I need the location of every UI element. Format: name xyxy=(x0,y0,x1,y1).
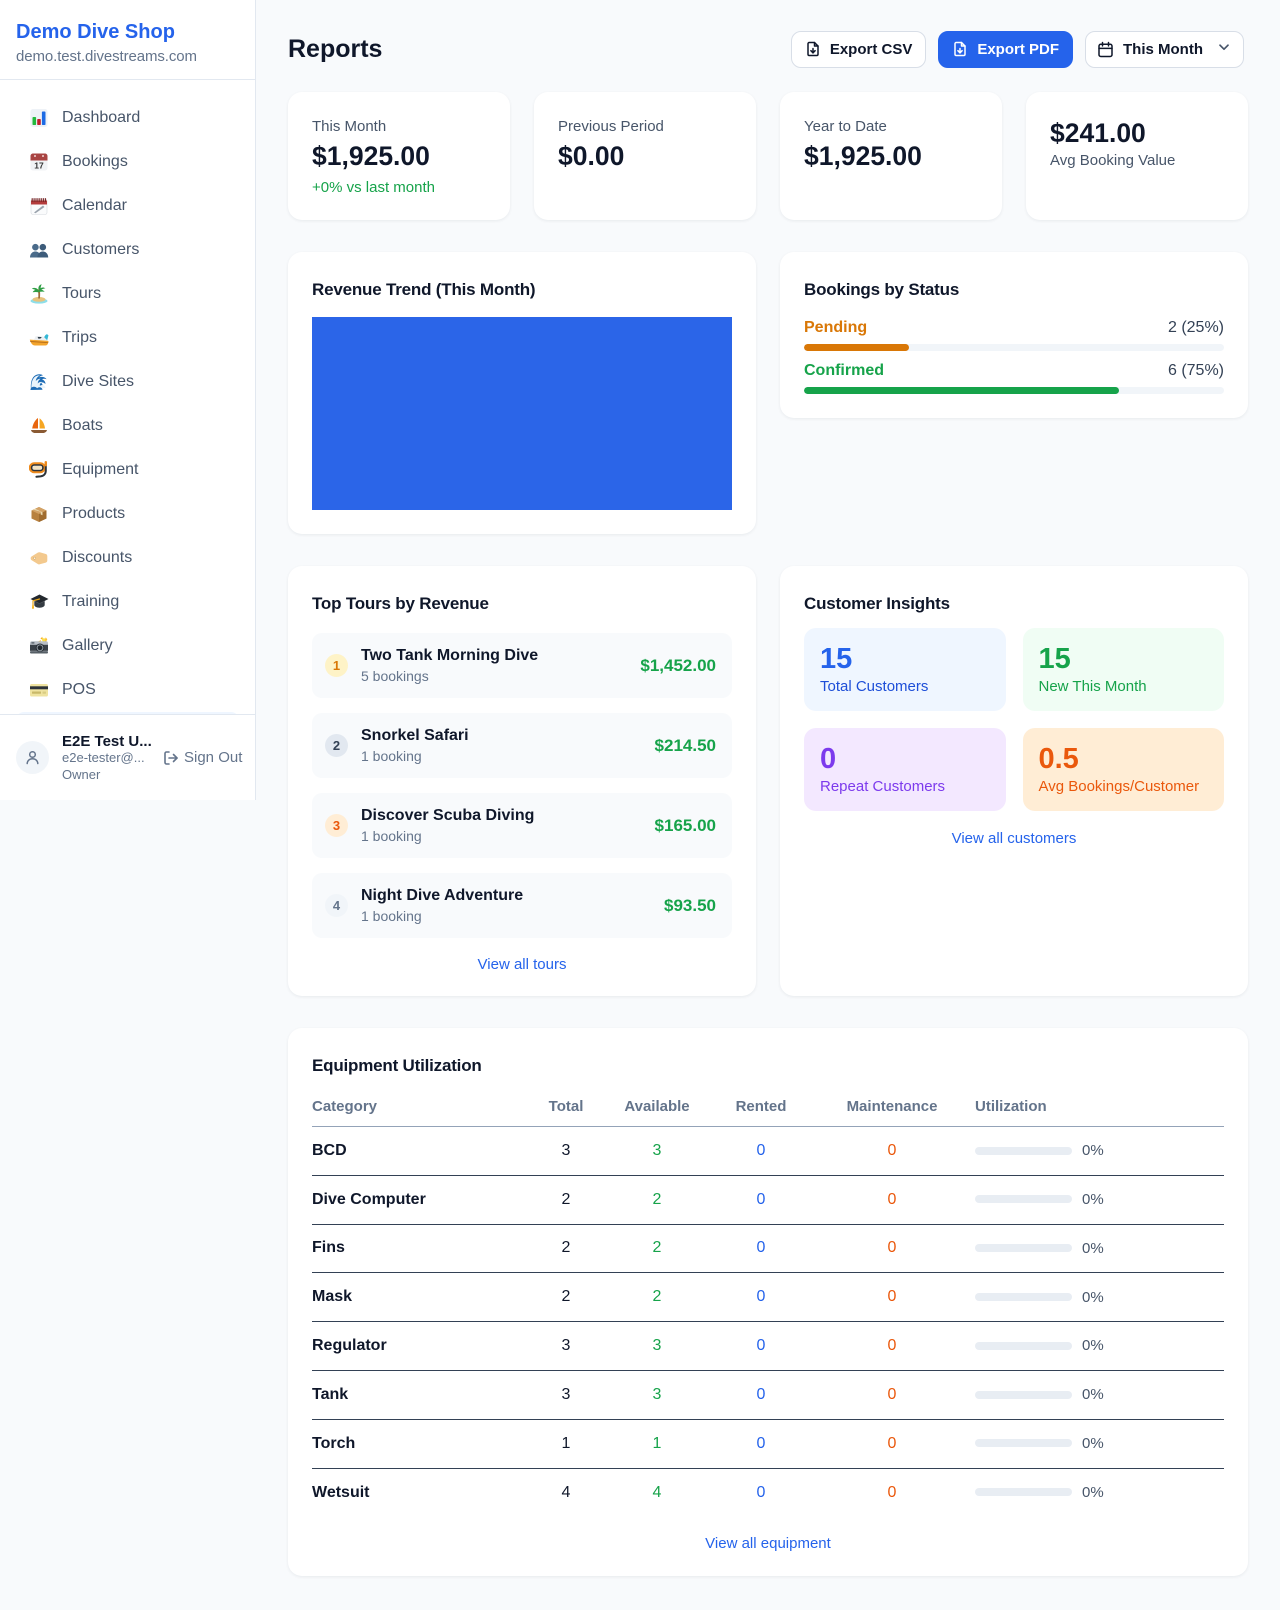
svg-text:17: 17 xyxy=(34,161,44,171)
